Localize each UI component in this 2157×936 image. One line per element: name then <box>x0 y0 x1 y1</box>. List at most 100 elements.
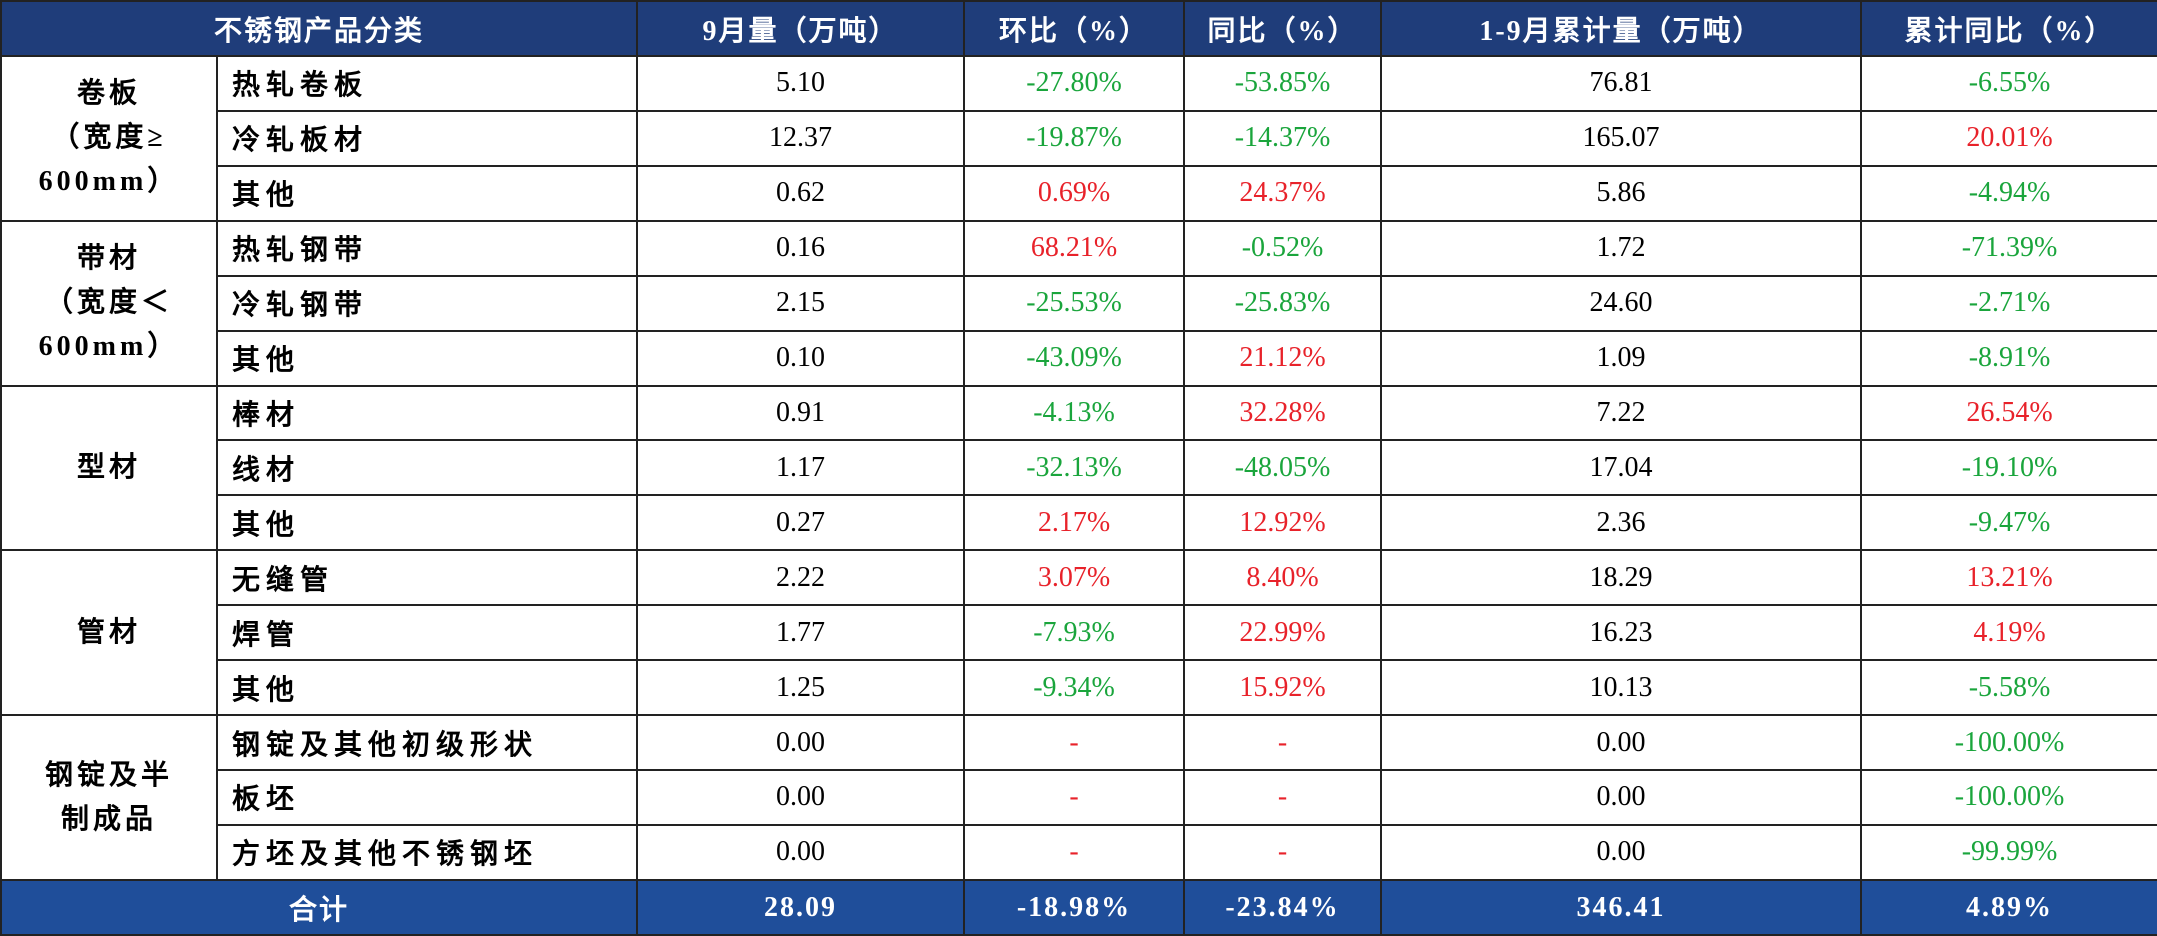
value-cell: 1.25 <box>636 659 966 717</box>
group-name-line: 钢锭及半 <box>44 759 173 791</box>
total-cell: 合计 <box>0 879 639 936</box>
header-cell: 累计同比（%） <box>1860 0 2157 57</box>
table-header: 不锈钢产品分类 9月量（万吨） 环比（%） 同比（%） 1-9月累计量（万吨） 累计同比（… <box>0 0 2157 57</box>
value-cell: 76.81 <box>1380 55 1863 112</box>
value-cell: -27.80% <box>963 55 1186 112</box>
value-cell: -100.00% <box>1860 768 2157 826</box>
value-cell: 1.72 <box>1380 219 1863 277</box>
value-cell: - <box>1183 823 1383 882</box>
value-cell: 2.36 <box>1380 494 1863 552</box>
table-row: 线材 1.17 -32.13% -48.05% 17.04 -19.10% <box>1 439 2157 497</box>
value-cell: 18.29 <box>1380 549 1863 607</box>
table-row: 其他 1.25 -9.34% 15.92% 10.13 -5.58% <box>1 659 2157 717</box>
total-cell: -23.84% <box>1183 879 1383 936</box>
value-cell: -71.39% <box>1860 219 2157 277</box>
group-cell: 管材 <box>0 549 218 717</box>
value-cell: -4.13% <box>963 384 1186 442</box>
value-cell: 2.22 <box>636 549 966 607</box>
value-cell: 1.17 <box>636 439 966 497</box>
table-row: 钢锭及半 制成品 钢锭及其他初级形状 0.00- -0.00 -100.00% <box>0 714 2157 881</box>
subcategory-cell: 冷轧板材 <box>215 109 639 167</box>
group-name-line: （宽度≥ <box>51 122 167 154</box>
value-cell: 4.19% <box>1860 604 2157 662</box>
group-cell: 带材 （宽度＜ 600mm） <box>0 219 218 387</box>
group-cell: 型材 <box>0 384 218 552</box>
value-cell: 1.09 <box>1380 329 1863 387</box>
value-cell: 10.13 <box>1380 659 1863 717</box>
value-cell: -7.93% <box>963 604 1186 662</box>
value-cell: 13.21% <box>1860 549 2157 607</box>
value-cell: -2.71% <box>1860 274 2157 332</box>
total-cell: 346.41 <box>1380 879 1863 936</box>
group-cell: 钢锭及半 制成品 <box>0 714 218 881</box>
header-cell: 同比（%） <box>1183 0 1383 57</box>
value-cell: 0.00 <box>1380 768 1863 826</box>
value-cell: 0.69% <box>963 164 1186 222</box>
subcategory-cell: 热轧钢带 <box>215 219 639 277</box>
table-row: 方坯及其他不锈钢坯 0.00- -0.00 -99.99% <box>1 823 2157 882</box>
subcategory-cell: 其他 <box>215 494 639 552</box>
group-name-line: 600mm） <box>38 166 180 198</box>
value-cell: - <box>1183 714 1383 771</box>
value-cell: - <box>963 823 1186 882</box>
group-name-line: 带材 <box>76 243 141 275</box>
value-cell: 0.00 <box>636 823 966 882</box>
value-cell: 8.40% <box>1183 549 1383 607</box>
table-row: 冷轧钢带 2.15 -25.53% -25.83% 24.60 -2.71% <box>1 274 2157 332</box>
header-cell: 环比（%） <box>963 0 1186 57</box>
subcategory-cell: 线材 <box>215 439 639 497</box>
value-cell: 15.92% <box>1183 659 1383 717</box>
value-cell: 7.22 <box>1380 384 1863 442</box>
group-name-line: （宽度＜ <box>44 287 173 319</box>
value-cell: - <box>1183 768 1383 826</box>
value-cell: 12.92% <box>1183 494 1383 552</box>
value-cell: 0.00 <box>636 768 966 826</box>
value-cell: -43.09% <box>963 329 1186 387</box>
value-cell: -6.55% <box>1860 55 2157 112</box>
value-cell: 2.17% <box>963 494 1186 552</box>
table-row: 其他 0.10 -43.09% 21.12% 1.09 -8.91% <box>1 329 2157 387</box>
table-body: 卷板 （宽度≥ 600mm） 热轧卷板 5.10 -27.80% -53.85% 76.81-… <box>0 55 2157 882</box>
value-cell: -14.37% <box>1183 109 1383 167</box>
value-cell: 0.00 <box>1380 714 1863 771</box>
value-cell: 26.54% <box>1860 384 2157 442</box>
header-cell: 不锈钢产品分类 <box>0 0 639 57</box>
value-cell: 5.86 <box>1380 164 1863 222</box>
header-cell: 9月量（万吨） <box>636 0 966 57</box>
value-cell: 68.21% <box>963 219 1186 277</box>
total-cell: 28.09 <box>636 879 966 936</box>
value-cell: 2.15 <box>636 274 966 332</box>
value-cell: 165.07 <box>1380 109 1863 167</box>
header-cell: 1-9月累计量（万吨） <box>1380 0 1863 57</box>
subcategory-cell: 板坯 <box>215 768 639 826</box>
value-cell: 24.60 <box>1380 274 1863 332</box>
value-cell: 0.16 <box>636 219 966 277</box>
value-cell: 5.10 <box>636 55 966 112</box>
subcategory-cell: 焊管 <box>215 604 639 662</box>
table-row: 管材 无缝管 2.22 3.07% 8.40% 18.29 13.21% <box>0 549 2157 717</box>
value-cell: - <box>963 768 1186 826</box>
table-row: 板坯 0.00- -0.00 -100.00% <box>1 768 2157 826</box>
value-cell: -9.47% <box>1860 494 2157 552</box>
value-cell: -99.99% <box>1860 823 2157 882</box>
table-row: 卷板 （宽度≥ 600mm） 热轧卷板 5.10 -27.80% -53.85% 76.81-… <box>0 55 2157 222</box>
total-cell: -18.98% <box>963 879 1186 936</box>
value-cell: -19.87% <box>963 109 1186 167</box>
subcategory-cell: 方坯及其他不锈钢坯 <box>215 823 639 882</box>
group-name-line: 卷板 <box>76 78 141 110</box>
table-row: 冷轧板材 12.37 -19.87% -14.37% 165.07 20.01% <box>1 109 2157 167</box>
group-name-line: 型材 <box>76 451 141 483</box>
subcategory-cell: 棒材 <box>215 384 639 442</box>
value-cell: -25.83% <box>1183 274 1383 332</box>
value-cell: 0.62 <box>636 164 966 222</box>
subcategory-cell: 其他 <box>215 659 639 717</box>
table-row: 带材 （宽度＜ 600mm） 热轧钢带 0.16 68.21% -0.52% 1.72 -71.… <box>0 219 2157 387</box>
subcategory-cell: 冷轧钢带 <box>215 274 639 332</box>
table-row: 其他 0.62 0.69% 24.37% 5.86 -4.94% <box>1 164 2157 222</box>
group-name-line: 600mm） <box>38 331 180 363</box>
value-cell: 22.99% <box>1183 604 1383 662</box>
value-cell: 0.10 <box>636 329 966 387</box>
value-cell: -48.05% <box>1183 439 1383 497</box>
value-cell: 20.01% <box>1860 109 2157 167</box>
